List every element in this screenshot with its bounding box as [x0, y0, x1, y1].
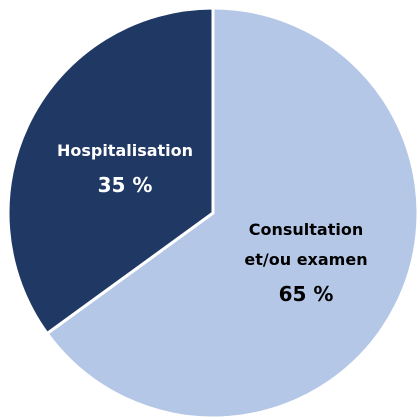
value-label: 35 % — [97, 173, 153, 197]
category-label: Hospitalisation — [56, 141, 194, 160]
slice-label: Consultation et/ou examen 65 % — [231, 215, 381, 309]
slice-label: Hospitalisation 35 % — [50, 136, 200, 200]
pie-slice — [6, 6, 215, 336]
value-label: 65 % — [278, 282, 334, 306]
pie-slice — [45, 6, 419, 420]
category-label: Consultation et/ou examen — [244, 220, 368, 269]
